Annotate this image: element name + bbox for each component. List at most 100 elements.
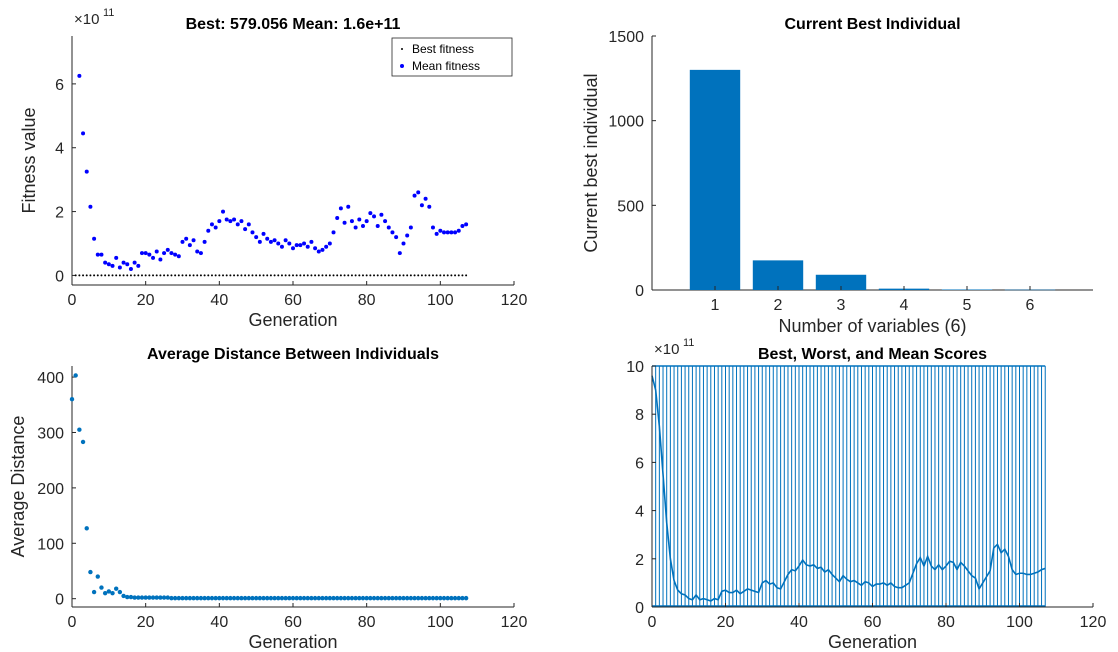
dist-xtick-label: 100 (427, 614, 454, 631)
best-fitness-point (431, 274, 434, 277)
mean-fitness-point (279, 244, 284, 249)
mean-fitness-point (77, 73, 82, 78)
mean-fitness-point (460, 223, 465, 228)
mean-fitness-point (456, 228, 461, 233)
distance-point (217, 595, 222, 601)
scores-chart: 0 20 40 60 80 100 120 0 2 4 6 8 10 Best, Worst, and M… (626, 337, 1106, 652)
dist-title: Average Distance Between Individuals (147, 346, 439, 363)
mean-fitness-point (276, 241, 281, 246)
best-fitness-point (358, 274, 361, 277)
mean-fitness-point (268, 239, 273, 244)
best-fitness-point (446, 274, 449, 277)
distance-point (110, 590, 115, 596)
distance-point (154, 595, 159, 600)
distance-point (430, 595, 436, 601)
mean-fitness-point (158, 257, 163, 262)
distance-point (77, 427, 82, 432)
distance-point (331, 595, 336, 601)
best-fitness-point (199, 274, 202, 277)
best-fitness-point (380, 274, 383, 277)
mean-fitness-point (84, 169, 89, 174)
distance-point (408, 595, 414, 601)
distance-point (224, 595, 229, 601)
distance-point (368, 595, 373, 601)
distance-point (136, 595, 141, 600)
distance-point (401, 595, 406, 601)
mean-fitness-point (423, 196, 428, 201)
best-fitness-point (122, 274, 125, 277)
mean-score-line (651, 375, 1046, 602)
best-fitness-point (159, 274, 162, 277)
distance-point (143, 595, 148, 600)
best-fitness-point (144, 274, 147, 277)
best-individual-chart: 0 500 1000 1500 1 2 3 4 5 6 Current Best Individua… (581, 16, 1093, 336)
best-fitness-point (310, 274, 313, 277)
distance-point (165, 595, 170, 600)
best-fitness-point (244, 274, 247, 277)
best-fitness-point (85, 274, 88, 277)
distance-point (80, 439, 86, 445)
best-fitness-point (321, 274, 324, 277)
mean-fitness-point (316, 249, 321, 254)
distance-point (158, 595, 163, 600)
best-fitness-point (354, 274, 357, 277)
scores-ytick-label: 2 (635, 552, 644, 569)
distance-point (231, 595, 237, 601)
best-title: Current Best Individual (784, 16, 960, 33)
mean-fitness-point (416, 190, 421, 195)
dist-xlabel: Generation (248, 632, 337, 652)
mean-fitness-point (331, 230, 336, 235)
best-fitness-point (347, 274, 350, 277)
distance-point (150, 595, 156, 600)
fitness-xtick-label: 0 (68, 292, 77, 309)
best-fitness-point (413, 274, 416, 277)
distance-point (106, 589, 112, 594)
distance-point (434, 595, 439, 601)
mean-fitness-point (324, 244, 329, 249)
mean-fitness-point (394, 235, 399, 240)
fitness-ytick-label: 4 (55, 141, 64, 158)
distance-point (312, 595, 318, 601)
fitness-xtick-label: 60 (284, 292, 302, 309)
legend-mean-label: Mean fitness (412, 59, 480, 73)
distance-point (99, 585, 104, 590)
distance-point (287, 595, 292, 601)
dist-ytick-label: 200 (37, 481, 64, 498)
best-fitness-point (236, 274, 239, 277)
scores-xtick-label: 0 (648, 614, 657, 631)
best-fitness-point (218, 274, 221, 277)
distance-point (316, 595, 321, 601)
dist-xtick-label: 60 (284, 614, 302, 631)
best-fitness-point (395, 274, 398, 277)
distance-point (419, 595, 425, 601)
distance-point (346, 595, 351, 601)
distance-point (283, 595, 288, 601)
distance-point (257, 595, 263, 601)
mean-fitness-point (368, 211, 373, 216)
mean-fitness-point (217, 219, 222, 224)
best-fitness-point (174, 274, 177, 277)
best-ytick-label: 500 (617, 198, 644, 215)
mean-fitness-point (139, 251, 144, 256)
distance-point (360, 595, 366, 601)
distance-point (161, 595, 167, 600)
mean-fitness-point (128, 267, 133, 272)
best-fitness-point (328, 274, 331, 277)
fitness-title: Best: 579.056 Mean: 1.6e+11 (186, 16, 401, 33)
best-fitness-point (214, 274, 217, 277)
mean-fitness-point (173, 252, 178, 257)
mean-fitness-point (320, 247, 325, 252)
best-fitness-point (439, 274, 442, 277)
mean-fitness-point (99, 252, 104, 257)
dist-xtick-label: 0 (68, 614, 77, 631)
scores-exponent-base: ×10 (654, 341, 679, 358)
best-fitness-point (203, 274, 206, 277)
best-fitness-point (402, 274, 405, 277)
best-fitness-point (262, 274, 265, 277)
best-fitness-point (365, 274, 368, 277)
mean-fitness-point (81, 131, 86, 136)
fitness-exponent-power: 11 (103, 7, 114, 19)
mean-fitness-point (243, 227, 248, 232)
distance-point (386, 595, 391, 601)
distance-point (250, 595, 255, 601)
